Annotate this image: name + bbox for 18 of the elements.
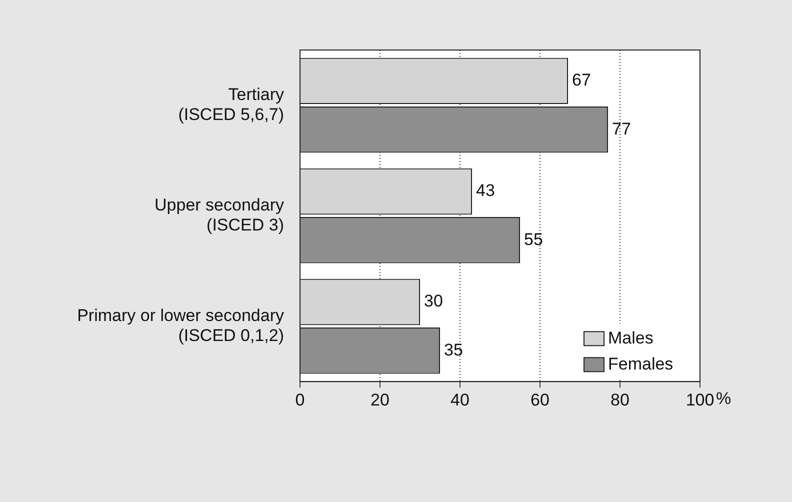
legend-label: Females — [608, 354, 674, 374]
x-tick-label: 60 — [530, 390, 550, 410]
y-tick-label: Primary or lower secondary (ISCED 0,1,2) — [77, 306, 284, 346]
x-tick-label: 80 — [610, 390, 630, 410]
legend-label: Males — [608, 328, 654, 348]
x-axis-title: % — [716, 388, 732, 408]
data-label: 43 — [476, 181, 495, 200]
x-tick-label: 40 — [450, 390, 470, 410]
data-label: 30 — [424, 292, 443, 311]
x-tick-label: 100 — [686, 390, 714, 410]
data-label: 55 — [524, 230, 543, 249]
data-label: 35 — [444, 340, 463, 360]
x-tick-label: 0 — [295, 390, 305, 410]
x-tick-label: 20 — [370, 390, 390, 410]
y-tick-label: Upper secondary (ISCED 3) — [154, 195, 284, 235]
y-tick-label: Tertiary (ISCED 5,6,7) — [178, 84, 284, 124]
data-label: 77 — [612, 119, 631, 138]
data-label: 67 — [572, 70, 591, 90]
